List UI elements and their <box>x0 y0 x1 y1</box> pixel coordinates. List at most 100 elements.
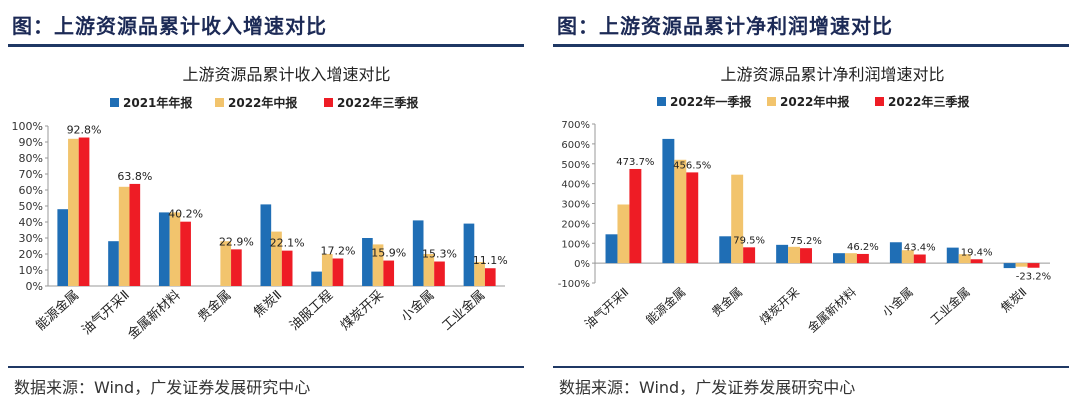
bar <box>731 174 744 264</box>
category-label: 能源金属 <box>643 284 689 327</box>
data-label: 92.8% <box>67 124 102 137</box>
y-tick-label: 30% <box>19 232 43 245</box>
bar <box>321 254 333 286</box>
category-label: 焦炭Ⅱ <box>251 288 285 321</box>
bar <box>901 250 914 264</box>
data-label: 22.9% <box>219 235 254 248</box>
bar <box>383 260 395 286</box>
chart-title: 上游资源品累计净利润增速对比 <box>720 65 944 84</box>
bar <box>423 254 435 286</box>
legend-swatch <box>324 98 333 107</box>
legend-label: 2022年三季报 <box>888 94 969 109</box>
bar <box>719 236 732 264</box>
category-label: 小金属 <box>398 287 438 325</box>
bar <box>889 242 902 264</box>
bar <box>484 268 496 286</box>
bar <box>108 241 119 286</box>
title-rule <box>8 44 524 47</box>
category-label: 金属新材料 <box>125 287 184 342</box>
category-label: 油服工程 <box>287 288 336 334</box>
data-label: -23.2% <box>1016 272 1051 283</box>
category-label: 贵金属 <box>195 287 235 325</box>
y-tick-label: 400% <box>561 180 590 191</box>
data-label: 15.3% <box>422 248 457 261</box>
data-label: 22.1% <box>270 237 305 250</box>
data-label: 473.7% <box>616 157 654 168</box>
bar <box>281 250 293 286</box>
y-tick-label: 600% <box>561 140 590 151</box>
legend-label: 2022年一季报 <box>670 94 751 109</box>
bar <box>78 137 90 286</box>
y-tick-label: 20% <box>19 248 43 261</box>
profit-growth-chart: 上游资源品累计净利润增速对比 2022年一季报 2022年中报 2022年三季报 -10… <box>558 65 1051 335</box>
bar <box>311 271 322 286</box>
legend-swatch <box>657 97 666 106</box>
bar <box>412 220 424 286</box>
legend-swatch <box>110 98 119 107</box>
legend-label: 2022年中报 <box>780 94 849 109</box>
bar <box>231 249 242 286</box>
y-tick-label: 60% <box>19 184 43 197</box>
bar <box>434 261 445 286</box>
data-label: 19.4% <box>961 247 993 258</box>
y-tick-label: 90% <box>19 136 43 149</box>
category-label: 贵金属 <box>708 284 745 319</box>
bar <box>617 204 630 264</box>
y-tick-label: 300% <box>561 200 590 211</box>
bar <box>129 183 141 286</box>
bar <box>1003 263 1016 269</box>
category-label: 工业金属 <box>439 287 488 334</box>
bar <box>1015 263 1028 267</box>
bar <box>68 138 79 286</box>
y-tick-label: 0% <box>26 280 43 293</box>
bar <box>856 253 869 264</box>
bar <box>674 159 687 264</box>
bar <box>605 234 618 264</box>
bar <box>180 221 191 286</box>
category-label: 小金属 <box>879 284 916 319</box>
category-label: 煤炭开采 <box>338 288 387 334</box>
title-rule <box>553 44 1069 47</box>
source-rule <box>553 366 1069 368</box>
bar <box>372 244 384 286</box>
bar <box>332 258 344 286</box>
bar <box>118 186 130 286</box>
bar <box>1027 263 1040 268</box>
y-tick-label: 40% <box>19 216 43 229</box>
data-label: 17.2% <box>320 244 355 257</box>
data-label: 40.2% <box>168 208 203 221</box>
category-label: 工业金属 <box>927 284 973 327</box>
bar <box>362 238 373 286</box>
source-note: 数据来源：Wind，广发证券发展研究中心 <box>14 378 311 397</box>
y-tick-label: 50% <box>19 200 43 213</box>
data-label: 63.8% <box>117 170 152 183</box>
y-tick-label: 0% <box>574 259 590 270</box>
chart-title: 上游资源品累计收入增速对比 <box>182 65 390 84</box>
y-tick-label: 200% <box>561 219 590 230</box>
legend-swatch <box>215 98 224 107</box>
bar <box>946 247 959 264</box>
y-tick-label: 100% <box>12 120 43 133</box>
bar <box>260 204 272 286</box>
bar <box>776 244 789 264</box>
figure-title: 图：上游资源品累计净利润增速对比 <box>557 14 893 38</box>
bar <box>158 212 170 286</box>
bar <box>844 253 857 264</box>
data-label: 43.4% <box>904 242 936 253</box>
revenue-growth-chart: 上游资源品累计收入增速对比 2021年年报 2022年中报 2022年三季报 0% 10%… <box>12 65 508 342</box>
data-label: 46.2% <box>847 242 879 253</box>
category-label: 油气开采Ⅱ <box>79 287 133 338</box>
legend-label: 2022年三季报 <box>337 95 418 110</box>
bar <box>800 248 812 264</box>
y-tick-label: 100% <box>561 239 590 250</box>
category-label: 焦炭Ⅱ <box>998 285 1030 315</box>
bar <box>169 212 181 286</box>
y-tick-label: 10% <box>19 264 43 277</box>
y-tick-label: 80% <box>19 152 43 165</box>
data-label: 456.5% <box>673 160 711 171</box>
bar <box>958 254 971 264</box>
bar <box>743 247 756 264</box>
legend-label: 2021年年报 <box>123 95 192 110</box>
bar <box>833 253 845 264</box>
data-label: 15.9% <box>371 247 406 260</box>
